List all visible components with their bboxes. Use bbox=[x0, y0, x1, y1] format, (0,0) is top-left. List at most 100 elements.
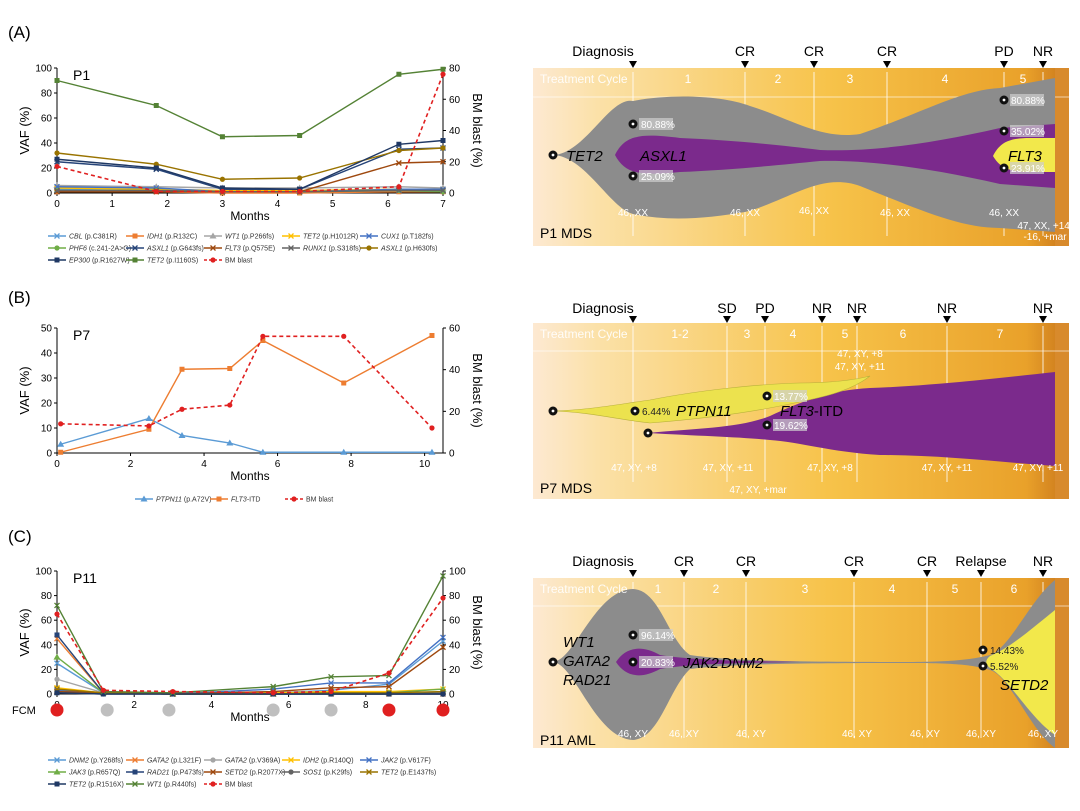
legend: PTPN11 (p.A72V) FLT3-ITD BM blast bbox=[135, 495, 333, 504]
legend-marker bbox=[132, 245, 138, 251]
x-tick-label: 6 bbox=[275, 459, 281, 470]
vaf-label: 25.09% bbox=[641, 172, 675, 183]
y2-tick-label: 20 bbox=[449, 407, 461, 418]
data-point bbox=[297, 188, 303, 195]
legend-item: JAK3 (p.R657Q) bbox=[48, 768, 120, 777]
karyotype-label: 46, XX bbox=[730, 208, 760, 219]
x-tick-label: 4 bbox=[275, 199, 281, 210]
x-tick-label: 10 bbox=[419, 459, 431, 470]
fcm-dot bbox=[162, 703, 176, 717]
karyotype-label: 47, XY, +8 bbox=[807, 463, 853, 474]
y-tick-label: 80 bbox=[41, 591, 53, 602]
data-point bbox=[440, 71, 446, 77]
y2-tick-label: 0 bbox=[449, 189, 455, 200]
x-axis-label: Months bbox=[230, 209, 269, 223]
legend-marker bbox=[366, 757, 372, 763]
legend: CBL (p.C381R) IDH1 (p.R132C) WT1 (p.P266fs… bbox=[48, 232, 437, 265]
legend-marker bbox=[54, 781, 60, 787]
series-flt3-itd bbox=[58, 333, 435, 455]
x-tick-label: 8 bbox=[363, 700, 369, 711]
legend-label: DNM2 (p.Y268fs) bbox=[69, 758, 123, 765]
treatment-cycle-header: Treatment Cycle bbox=[540, 72, 628, 86]
legend-label: ASXL1 (p.H630fs) bbox=[380, 246, 437, 253]
series-asxl1-p-h630fs- bbox=[54, 145, 446, 182]
data-point bbox=[440, 138, 446, 143]
data-point bbox=[328, 673, 335, 680]
series-asxl1-p-g643fs- bbox=[54, 145, 446, 193]
y2-tick-label: 40 bbox=[449, 126, 461, 137]
legend-item: GATA2 (p.L321F) bbox=[126, 757, 201, 765]
data-point bbox=[54, 690, 60, 696]
series-line bbox=[56, 636, 444, 695]
karyotype-label: 47, XX, +14, bbox=[1017, 221, 1072, 232]
gene-label: JAK2 bbox=[682, 655, 720, 672]
data-point bbox=[54, 602, 60, 609]
timeline-title: P7 MDS bbox=[540, 480, 592, 496]
timeline-p7: Treatment Cycle 1-2 3 4 5 6 7 Diagnosis … bbox=[533, 300, 1069, 499]
data-point bbox=[260, 333, 266, 339]
y2-tick-label: 60 bbox=[449, 616, 461, 627]
legend-label: IDH1 (p.R132C) bbox=[147, 234, 197, 241]
line-chart-p1: 0 20 40 60 80 100 0 20 40 60 80 0 1 2 3 4 5 6 7 Months VAF (… bbox=[17, 64, 485, 265]
data-point bbox=[386, 691, 392, 697]
legend-item: TET2 (p.E1437fs) bbox=[360, 769, 436, 777]
y-axis-label: VAF (%) bbox=[17, 106, 32, 154]
y2-axis-label: BM blast (%) bbox=[470, 93, 485, 167]
y-tick-label: 100 bbox=[35, 567, 52, 578]
legend-label: RUNX1 (p.S318fs) bbox=[303, 246, 361, 253]
line-chart-p11: 0204060801000204060801000246810MonthsVAF… bbox=[12, 567, 485, 789]
data-point bbox=[341, 333, 347, 339]
legend-item: JAK2 (p.V617F) bbox=[360, 757, 431, 765]
data-point bbox=[54, 150, 60, 156]
legend-label: PTPN11 (p.A72V) bbox=[156, 497, 212, 504]
event-nr: NR bbox=[1033, 43, 1053, 59]
legend-marker bbox=[288, 769, 294, 775]
timeline-title: P11 AML bbox=[540, 732, 596, 748]
legend-label: TET2 (p.H1012R) bbox=[303, 234, 358, 241]
cycle-label: 3 bbox=[847, 72, 854, 86]
legend-marker bbox=[54, 757, 60, 763]
chart-title: P11 bbox=[73, 570, 97, 586]
legend-marker bbox=[288, 233, 294, 239]
x-tick-label: 6 bbox=[385, 199, 391, 210]
karyotype-label: 47, XY, +11 bbox=[835, 362, 886, 373]
legend-label: GATA2 (p.V369A) bbox=[225, 758, 280, 765]
legend-item: DNM2 (p.Y268fs) bbox=[48, 757, 123, 765]
fcm-dot bbox=[100, 703, 114, 717]
legend-item: FLT3-ITD bbox=[210, 496, 260, 504]
y2-tick-label: 20 bbox=[449, 157, 461, 168]
cycle-label: 1 bbox=[685, 72, 692, 86]
y2-tick-label: 40 bbox=[449, 365, 461, 376]
y-tick-label: 30 bbox=[41, 374, 53, 385]
panel-label-a: (A) bbox=[8, 23, 31, 42]
legend-label: TET2 (p.R1516X) bbox=[69, 782, 124, 789]
data-point bbox=[297, 175, 303, 181]
line-chart-p7: 0 10 20 30 40 50 0 20 40 60 0 2 4 6 8 10 Months VAF (%) BM… bbox=[17, 324, 485, 504]
data-point bbox=[58, 449, 64, 455]
gene-label: TET2 bbox=[566, 148, 603, 165]
event-pd: PD bbox=[755, 300, 774, 316]
karyotype-label: 46, XX bbox=[880, 208, 910, 219]
legend-label: SETD2 (p.R2077X) bbox=[225, 770, 285, 777]
series-line bbox=[56, 68, 444, 138]
data-point bbox=[54, 660, 60, 667]
data-point bbox=[341, 380, 347, 386]
y2-tick-label: 60 bbox=[449, 95, 461, 106]
data-point bbox=[297, 133, 303, 138]
event-diagnosis: Diagnosis bbox=[572, 553, 633, 569]
timeline-p11: Treatment Cycle 1 2 3 4 5 6 Diagnosis CR… bbox=[533, 553, 1069, 748]
data-point bbox=[429, 333, 435, 338]
y-tick-label: 0 bbox=[46, 690, 52, 701]
legend-item: TET2 (p.H1012R) bbox=[282, 233, 358, 241]
data-point bbox=[396, 71, 402, 77]
legend-marker bbox=[209, 232, 217, 239]
chart-title: P7 bbox=[73, 327, 90, 343]
data-point bbox=[270, 683, 277, 690]
data-point bbox=[440, 187, 446, 194]
treatment-cycle-header: Treatment Cycle bbox=[540, 582, 628, 596]
legend-marker bbox=[140, 495, 148, 502]
karyotype-label: 46, XY bbox=[618, 729, 648, 740]
data-point bbox=[328, 688, 334, 695]
legend-item: WT1 (p.R440fs) bbox=[126, 781, 196, 789]
data-point bbox=[328, 679, 335, 686]
